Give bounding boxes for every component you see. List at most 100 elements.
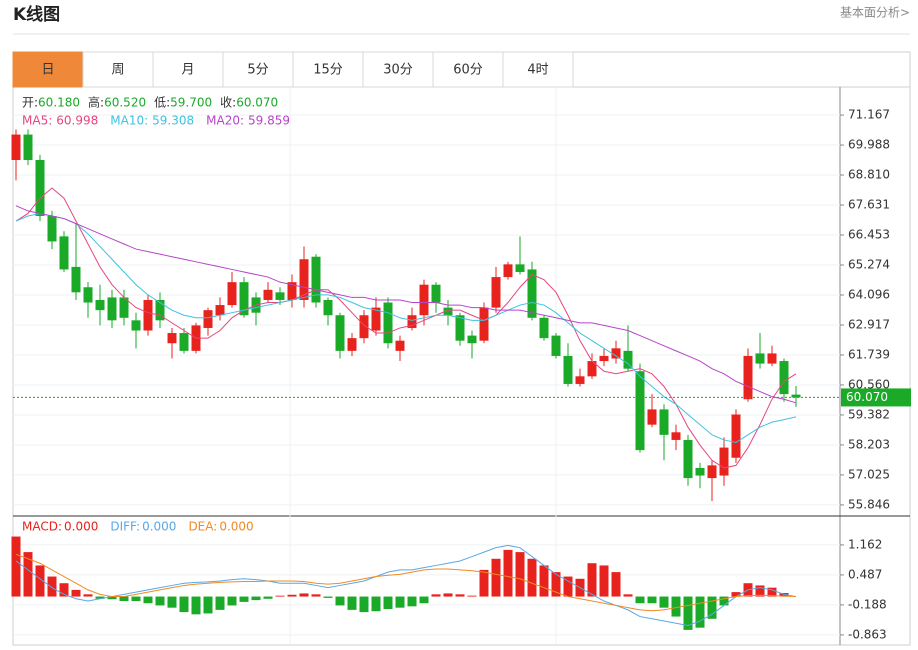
y-tick-label: 57.025 <box>848 467 890 481</box>
info-value: 60.520 <box>104 96 146 110</box>
candle-body <box>371 307 381 331</box>
macd-bar <box>503 549 513 597</box>
candle-body <box>119 297 129 318</box>
tab-label[interactable]: 15分 <box>313 63 343 78</box>
y-tick-label: 65.274 <box>848 258 890 272</box>
candle-body <box>227 282 237 306</box>
candle-body <box>671 432 681 440</box>
tab-label[interactable]: 30分 <box>383 63 413 78</box>
legend-value: 60.998 <box>56 114 98 128</box>
candle-body <box>503 264 513 278</box>
candle-body <box>479 307 489 341</box>
candle-body <box>455 315 465 341</box>
tab[interactable] <box>12 51 84 88</box>
info-label: 收: <box>220 96 236 110</box>
macd-bar <box>683 596 693 630</box>
macd-bar <box>695 596 705 628</box>
candle-body <box>539 317 549 339</box>
macd-bar <box>479 569 489 597</box>
page-title: K线图 <box>13 4 60 25</box>
tab[interactable] <box>292 51 364 88</box>
macd-bar <box>659 596 669 608</box>
candle-body <box>443 307 453 316</box>
y-tick-label: 0.487 <box>848 567 882 581</box>
candle-body <box>659 409 669 435</box>
candle-body <box>155 299 165 321</box>
candle-body <box>263 289 273 300</box>
y-tick-label: 62.917 <box>848 317 890 331</box>
macd-bar <box>719 596 729 606</box>
tab-label[interactable]: 4时 <box>527 63 548 78</box>
candle-body <box>515 264 525 272</box>
candle-body <box>299 259 309 300</box>
macd-bar <box>527 558 537 597</box>
info-value: 60.180 <box>38 96 80 110</box>
macd-bar <box>95 596 105 599</box>
tab-label[interactable]: 日 <box>41 63 54 78</box>
indicator-line <box>15 553 797 612</box>
macd-bar <box>671 596 681 617</box>
legend-value: 59.308 <box>152 114 194 128</box>
y-tick-label: 67.631 <box>848 198 890 212</box>
candle-body <box>731 414 741 458</box>
macd-bar <box>611 572 621 597</box>
candle-body <box>587 361 597 377</box>
macd-bar <box>335 596 345 606</box>
candle-body <box>347 338 357 351</box>
macd-bar <box>119 596 129 601</box>
macd-bar <box>419 596 429 604</box>
candle-body <box>35 160 45 216</box>
candle-body <box>59 236 69 270</box>
macd-bar <box>227 596 237 606</box>
candle-body <box>11 134 21 161</box>
candle-body <box>491 277 501 308</box>
macd-bar <box>647 596 657 604</box>
legend-value: 59.859 <box>248 114 290 128</box>
legend-name: DIFF: <box>110 520 140 534</box>
fundamental-link[interactable]: 基本面分析> <box>840 6 910 20</box>
tab-label[interactable]: 5分 <box>247 63 268 78</box>
tab[interactable] <box>432 51 504 88</box>
y-tick-label: -0.188 <box>848 597 887 611</box>
y-tick-label: 71.167 <box>848 108 890 122</box>
macd-bar <box>623 594 633 597</box>
tab-label[interactable]: 60分 <box>453 63 483 78</box>
candle-body <box>107 297 117 321</box>
tab[interactable] <box>362 51 434 88</box>
y-tick-label: 61.739 <box>848 347 890 361</box>
candle-body <box>167 333 177 344</box>
tab-label[interactable]: 周 <box>111 63 124 78</box>
candle-body <box>287 282 297 300</box>
tab-label[interactable]: 月 <box>181 63 194 78</box>
candle-body <box>647 409 657 425</box>
candle-body <box>335 315 345 351</box>
macd-bar <box>107 596 117 600</box>
y-tick-label: 64.096 <box>848 287 890 301</box>
macd-bar <box>635 596 645 604</box>
y-tick-label: 68.810 <box>848 168 890 182</box>
macd-bar <box>539 565 549 597</box>
last-price-label: 60.070 <box>846 390 888 404</box>
y-tick-label: -0.863 <box>848 627 887 641</box>
tab[interactable] <box>502 51 574 88</box>
macd-bar <box>191 596 201 615</box>
candle-body <box>95 299 105 311</box>
candle-body <box>215 305 225 316</box>
macd-bar <box>167 596 177 608</box>
indicator-line <box>15 187 797 469</box>
chart-frame <box>12 51 911 646</box>
candle-body <box>611 348 621 359</box>
info-value: 59.700 <box>170 96 212 110</box>
candle-body <box>131 320 141 331</box>
info-label: 高: <box>88 95 104 110</box>
candle-body <box>407 315 417 328</box>
macd-bar <box>203 596 213 614</box>
legend-name: DEA: <box>188 520 217 534</box>
candle-body <box>431 284 441 303</box>
last-price-box <box>841 388 911 407</box>
tab[interactable] <box>222 51 294 88</box>
legend-name: MA5: <box>22 114 52 128</box>
candle-body <box>47 215 57 242</box>
